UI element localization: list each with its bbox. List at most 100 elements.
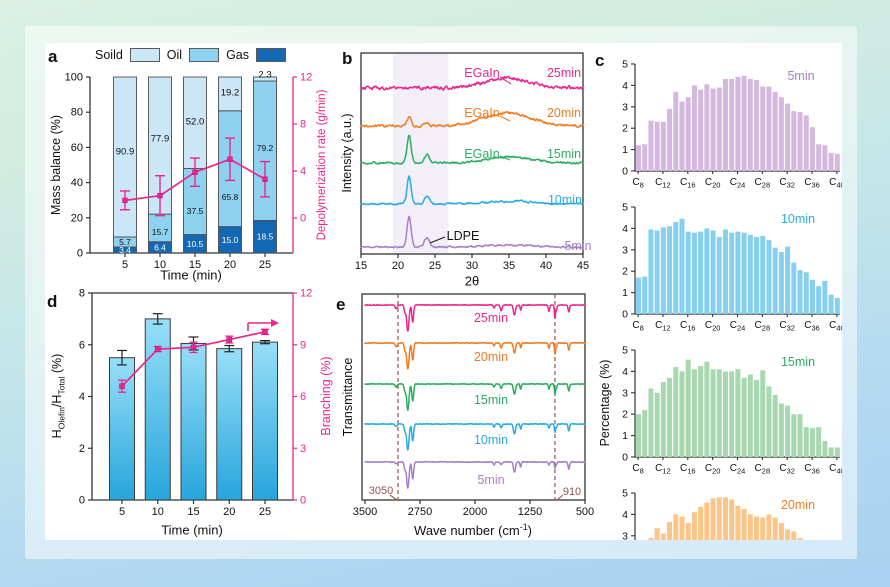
svg-text:5: 5	[622, 202, 628, 214]
svg-text:100: 100	[65, 72, 83, 84]
svg-text:C40: C40	[829, 320, 842, 333]
panel-d-ylabel-right: Branching (%)	[319, 356, 333, 436]
svg-text:4: 4	[622, 223, 628, 235]
annotation-egain-15min: EGaIn	[464, 147, 500, 161]
svg-text:C16: C16	[680, 177, 696, 190]
svg-text:C28: C28	[755, 320, 771, 333]
svg-text:5: 5	[119, 506, 125, 518]
annotation-egain-25min: EGaIn	[464, 66, 500, 80]
svg-text:C16: C16	[680, 463, 696, 476]
svg-text:C24: C24	[730, 177, 746, 190]
legend-oil-label: Oil	[166, 48, 183, 62]
curve-label-e-20min: 20min	[473, 350, 509, 364]
subplot-label-20min: 20min	[780, 498, 816, 512]
panel-d: 0 2 4 6 8 0 3 6 9 12 5 10 15 20 25	[79, 288, 312, 519]
svg-text:1: 1	[622, 430, 628, 442]
svg-text:5: 5	[622, 59, 628, 71]
panel-e-ylabel: Transmittance	[341, 357, 355, 437]
svg-text:6: 6	[300, 391, 306, 403]
svg-text:0: 0	[622, 166, 628, 178]
svg-text:2750: 2750	[408, 506, 432, 518]
svg-text:4: 4	[300, 166, 306, 178]
curve-label-b-10min: 10min	[547, 193, 583, 207]
svg-text:0: 0	[622, 452, 628, 464]
svg-text:2: 2	[622, 409, 628, 421]
curve-label-e-25min: 25min	[473, 311, 509, 325]
svg-text:80: 80	[71, 107, 83, 119]
svg-text:3: 3	[622, 101, 628, 113]
svg-text:90.9: 90.9	[116, 147, 135, 158]
svg-text:6: 6	[79, 339, 85, 351]
svg-text:5: 5	[622, 488, 628, 500]
panel-c: 0 1 2 3 4 5 C8 C12 C16 C20 C24 C28 C32 C36 C40 0 1 2 3 4 5 C8…	[622, 59, 842, 540]
svg-text:4: 4	[622, 366, 628, 378]
svg-text:52.0: 52.0	[186, 117, 205, 128]
svg-text:3500: 3500	[353, 506, 377, 518]
svg-text:0: 0	[622, 309, 628, 321]
panel-b-xlabel: 2θ	[464, 273, 480, 289]
svg-text:45: 45	[577, 260, 589, 272]
panel-b-ylabel: Intensity (a.u.)	[340, 113, 354, 193]
svg-text:0: 0	[300, 213, 306, 225]
svg-text:3.4: 3.4	[119, 245, 131, 255]
svg-text:20: 20	[392, 260, 404, 272]
svg-text:C12: C12	[655, 463, 671, 476]
annotation-egain-20min: EGaIn	[464, 106, 500, 120]
svg-text:12: 12	[300, 288, 312, 300]
subplot-label-10min: 10min	[780, 212, 816, 226]
svg-text:15.7: 15.7	[152, 227, 169, 237]
panel-c-letter: c	[595, 51, 605, 70]
svg-text:8: 8	[79, 288, 85, 300]
svg-text:2: 2	[622, 266, 628, 278]
panel-c-sub-5min: 0 1 2 3 4 5 C8 C12 C16 C20 C24 C28 C32 C36 C40	[622, 59, 842, 190]
svg-text:10: 10	[154, 259, 166, 271]
panel-d-ylabel-left: HOlefin/HTotal (%)	[49, 353, 67, 439]
svg-text:C28: C28	[755, 177, 771, 190]
svg-text:C24: C24	[730, 320, 746, 333]
svg-text:6.4: 6.4	[154, 242, 166, 252]
panel-a: 0 20 40 60 80 100 0 4 8 12 5 10 15 20 25 3.45.7 90.9 6.4 1…	[65, 70, 313, 272]
panel-e-letter: e	[336, 295, 346, 314]
svg-text:1: 1	[622, 287, 628, 299]
subplot-label-5min: 5min	[787, 69, 815, 83]
svg-text:77.9: 77.9	[151, 134, 170, 145]
svg-text:3: 3	[300, 443, 306, 455]
svg-text:60: 60	[71, 142, 83, 154]
svg-text:500: 500	[576, 506, 594, 518]
curve-label-e-15min: 15min	[473, 393, 509, 407]
panel-a-ylabel-right: Depolymerization rate (g/min)	[316, 89, 328, 241]
svg-text:30: 30	[466, 260, 478, 272]
svg-text:C8: C8	[632, 463, 643, 476]
panel-d-xlabel: Time (min)	[161, 522, 223, 538]
curve-label-b-25min: 25min	[546, 66, 582, 80]
svg-text:0: 0	[77, 248, 83, 260]
panel-a-letter: a	[48, 47, 58, 66]
svg-text:3: 3	[622, 244, 628, 256]
panel-d-letter: d	[47, 292, 58, 311]
svg-text:C8: C8	[632, 320, 643, 333]
svg-text:C36: C36	[804, 463, 820, 476]
panel-c-ylabel: Percentage (%)	[598, 359, 612, 447]
svg-text:C36: C36	[804, 177, 820, 190]
curve-label-e-10min: 10min	[473, 433, 509, 447]
svg-text:15: 15	[187, 506, 199, 518]
panel-a-xlabel: Time (min)	[160, 267, 222, 283]
svg-text:C16: C16	[680, 320, 696, 333]
svg-text:C8: C8	[632, 177, 643, 190]
svg-text:18.5: 18.5	[257, 232, 274, 242]
svg-text:C20: C20	[705, 177, 721, 190]
svg-text:C28: C28	[755, 463, 771, 476]
svg-text:5: 5	[622, 345, 628, 357]
legend-soild-swatch	[129, 48, 160, 62]
svg-text:0: 0	[79, 495, 85, 507]
svg-text:8: 8	[300, 119, 306, 131]
svg-text:25: 25	[259, 506, 271, 518]
svg-text:12: 12	[300, 72, 312, 84]
annotation-910: 910	[562, 486, 582, 498]
svg-text:35: 35	[503, 260, 515, 272]
svg-text:40: 40	[71, 177, 83, 189]
svg-text:C32: C32	[779, 177, 795, 190]
svg-text:4: 4	[622, 509, 628, 521]
